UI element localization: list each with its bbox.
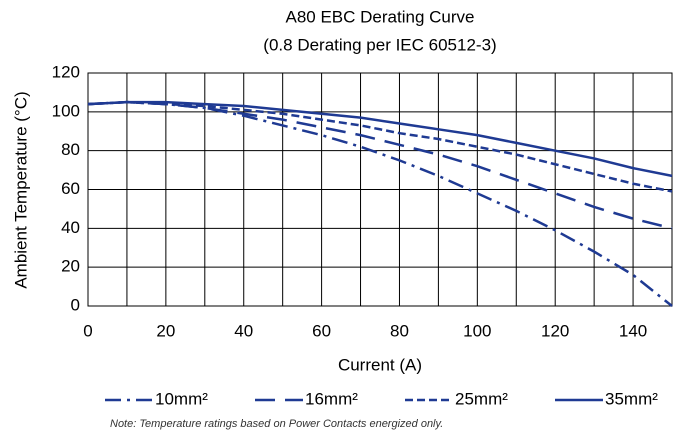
y-tick-label: 120 [52,62,80,81]
y-tick-label: 100 [52,101,80,120]
legend-label: 16mm² [305,389,358,408]
legend-label: 35mm² [605,389,658,408]
x-tick-label: 80 [390,321,409,340]
series-line [87,100,673,178]
x-tick-label: 120 [541,321,569,340]
x-tick-label: 140 [619,321,647,340]
note: Note: Temperature ratings based on Power… [110,418,443,430]
chart-subtitle: (0.8 Derating per IEC 60512-3) [263,35,496,54]
legend-label: 25mm² [455,389,508,408]
y-tick-label: 0 [71,295,80,314]
chart-title: A80 EBC Derating Curve [286,7,475,26]
x-tick-label: 0 [83,321,92,340]
x-tick-label: 20 [156,321,175,340]
y-tick-label: 60 [61,179,80,198]
x-tick-label: 60 [312,321,331,340]
legend-label: 10mm² [155,389,208,408]
y-axis-label: Ambient Temperature (°C) [11,91,30,288]
y-tick-label: 20 [61,257,80,276]
x-tick-label: 100 [463,321,491,340]
series-line [87,100,673,193]
x-tick-label: 40 [234,321,253,340]
y-tick-label: 40 [61,218,80,237]
y-tick-label: 80 [61,140,80,159]
x-axis-label: Current (A) [338,355,422,374]
